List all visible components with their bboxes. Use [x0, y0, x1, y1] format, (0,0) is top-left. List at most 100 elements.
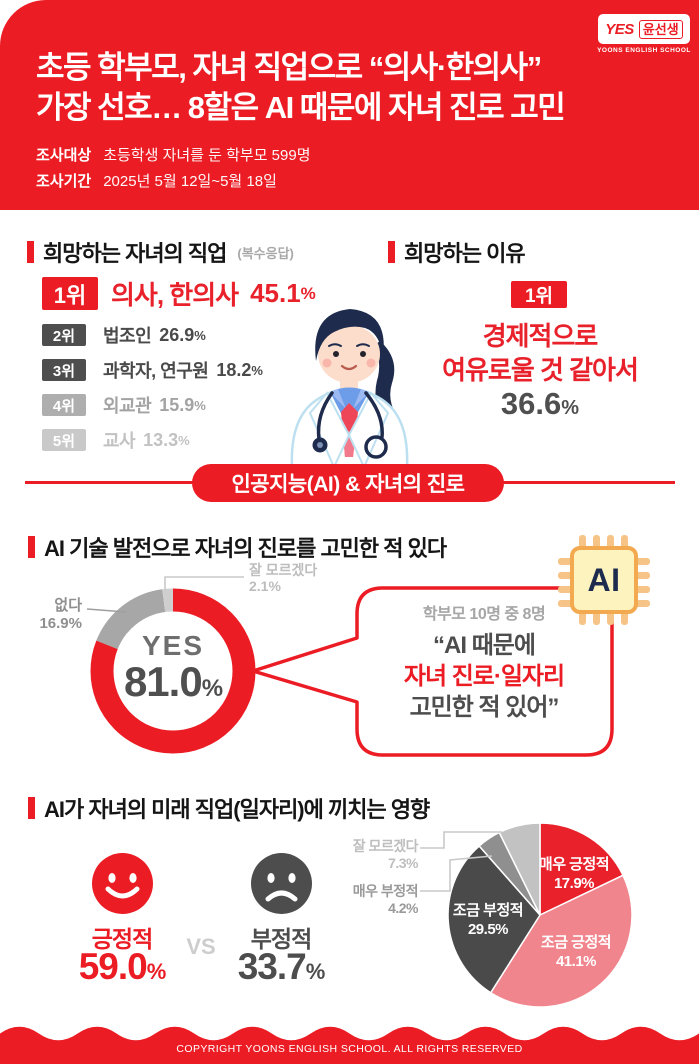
- rank-4-value: 15.9: [159, 394, 195, 415]
- pie-label-dontknow-value: 7.3%: [388, 855, 418, 871]
- ai-topic-banner: 인공지능(AI) & 자녀의 진로: [192, 464, 504, 502]
- donut-label-no: 없다 16.9%: [14, 597, 82, 633]
- worry-donut-chart: [86, 535, 650, 757]
- survey-target-value: 초등학생 자녀를 둔 학부모 599명: [103, 147, 311, 164]
- rank-5-label: 교사: [103, 431, 136, 451]
- survey-period-value: 2025년 5월 12일~5월 18일: [103, 173, 277, 190]
- rank-5-badge: 5위: [42, 429, 86, 451]
- impact-section-heading: AI가 자녀의 미래 직업(일자리)에 끼치는 영향: [28, 792, 430, 824]
- pie-label-somewhat-positive-name: 조금 긍정적: [540, 934, 612, 951]
- heading-accent-bar: [27, 241, 34, 263]
- donut-label-no-value: 16.9%: [39, 615, 82, 632]
- pie-label-very-negative-value: 4.2%: [388, 900, 418, 916]
- reason-value: 36.6%: [385, 386, 695, 422]
- reason-value-unit: %: [561, 397, 580, 419]
- donut-center-unit: %: [201, 675, 223, 702]
- heading-accent-bar: [28, 536, 35, 558]
- worry-section-title: AI 기술 발전으로 자녀의 진로를 고민한 적 있다: [44, 536, 447, 561]
- rank-3-unit: %: [251, 362, 263, 378]
- sad-face-icon: [251, 853, 312, 914]
- rank-3-label: 과학자, 연구원: [103, 361, 209, 381]
- negative-value: 33.7%: [220, 946, 342, 988]
- pie-label-very-positive: 매우 긍정적 17.9%: [518, 855, 630, 893]
- reason-section-title: 희망하는 이유: [404, 241, 526, 266]
- rank-1-value: 45.1: [250, 278, 301, 308]
- donut-center-value: 81.0%: [103, 658, 243, 706]
- rank-4-row: 4위 외교관 15.9 %: [42, 392, 206, 418]
- pie-label-very-positive-name: 매우 긍정적: [538, 856, 610, 873]
- negative-unit: %: [305, 959, 326, 984]
- pie-label-very-negative: 매우 부정적 4.2%: [336, 883, 419, 917]
- rank-3-badge: 3위: [42, 359, 86, 381]
- donut-label-dontknow-name: 잘 모르겠다: [249, 562, 318, 578]
- rank-5-unit: %: [178, 432, 190, 448]
- reason-rank-badge: 1위: [511, 281, 567, 308]
- bubble-line2: 자녀 진로·일자리: [403, 663, 565, 690]
- jobs-section-note: (복수응답): [237, 245, 294, 261]
- rank-3-value: 18.2: [216, 359, 252, 380]
- header-banner: [0, 0, 699, 210]
- rank-1-unit: %: [300, 283, 316, 303]
- reason-section-heading: 희망하는 이유: [388, 236, 526, 268]
- bubble-line3: 고민한 적 있어”: [409, 694, 560, 721]
- page-title-line1: 초등 학부모, 자녀 직업으로 “의사·한의사”: [36, 50, 542, 85]
- rank-1-badge: 1위: [42, 277, 98, 310]
- pie-label-somewhat-negative-value: 29.5%: [467, 921, 509, 938]
- reason-line2: 여유로울 것 같아서: [442, 355, 639, 385]
- reason-value-number: 36.6: [500, 386, 562, 421]
- survey-target-label: 조사대상: [36, 147, 92, 164]
- rank-2-label: 법조인: [103, 326, 152, 346]
- rank-2-row: 2위 법조인 26.9 %: [42, 322, 206, 348]
- jobs-section-heading: 희망하는 자녀의 직업 (복수응답): [27, 236, 294, 268]
- rank-2-badge: 2위: [42, 324, 86, 346]
- bubble-subtitle: 학부모 10명 중 8명: [422, 606, 546, 623]
- doctor-illustration: [290, 309, 409, 467]
- donut-label-dontknow: 잘 모르겠다 2.1%: [249, 562, 317, 594]
- pie-leader-lines: [420, 831, 502, 892]
- pie-label-somewhat-negative: 조금 부정적 29.5%: [432, 901, 544, 939]
- rank-4-unit: %: [194, 397, 206, 413]
- vs-label: VS: [186, 934, 216, 959]
- rank-2-value: 26.9: [159, 324, 195, 345]
- logo-school-name: YOONS ENGLISH SCHOOL: [597, 47, 691, 54]
- bubble-line1: “AI 때문에: [433, 632, 536, 659]
- rank-5-row: 5위 교사 13.3 %: [42, 427, 190, 453]
- logo-yes-mark: YES: [605, 20, 634, 38]
- negative-label: 부정적: [250, 926, 312, 952]
- donut-center-number: 81.0: [123, 658, 203, 705]
- copyright-text: COPYRIGHT YOONS ENGLISH SCHOOL. ALL RIGH…: [176, 1043, 523, 1055]
- worry-section-heading: AI 기술 발전으로 자녀의 진로를 고민한 적 있다: [28, 531, 447, 563]
- donut-label-no-name: 없다: [54, 597, 82, 614]
- positive-value: 59.0%: [61, 946, 183, 988]
- reason-line1: 경제적으로: [482, 321, 599, 351]
- rank-4-badge: 4위: [42, 394, 86, 416]
- rank-1-label: 의사, 한의사: [111, 280, 239, 310]
- rank-3-row: 3위 과학자, 연구원 18.2 %: [42, 357, 263, 383]
- survey-period-row: 조사기간 2025년 5월 12일~5월 18일: [36, 170, 277, 191]
- heading-accent-bar: [28, 797, 35, 819]
- pie-label-somewhat-positive-value: 41.1%: [555, 953, 597, 970]
- logo-brand-name: 윤선생: [638, 19, 683, 39]
- rank-2-unit: %: [194, 327, 206, 343]
- pie-label-somewhat-positive: 조금 긍정적 41.1%: [520, 933, 632, 971]
- page-title: 초등 학부모, 자녀 직업으로 “의사·한의사” 가장 선호… 8할은 AI 때…: [36, 48, 676, 128]
- rank-5-value: 13.3: [143, 429, 179, 450]
- negative-number: 33.7: [237, 946, 307, 987]
- positive-number: 59.0: [78, 946, 148, 987]
- rank-4-label: 외교관: [103, 396, 152, 416]
- ai-chip-label: AI: [587, 561, 621, 598]
- impact-pie-chart: [448, 823, 632, 1007]
- footer-wave: [0, 1026, 699, 1064]
- pie-label-dontknow: 잘 모르겠다 7.3%: [336, 838, 419, 872]
- impact-section-title: AI가 자녀의 미래 직업(일자리)에 끼치는 영향: [44, 797, 430, 822]
- donut-label-dontknow-value: 2.1%: [249, 578, 281, 594]
- page-title-line2: 가장 선호… 8할은 AI 때문에 자녀 진로 고민: [36, 90, 566, 125]
- positive-unit: %: [146, 959, 167, 984]
- heading-accent-bar: [388, 241, 395, 263]
- ai-chip-icon: [558, 535, 650, 625]
- pie-label-very-negative-name: 매우 부정적: [352, 883, 419, 899]
- happy-face-icon: [92, 853, 153, 914]
- speech-bubble-text: 학부모 10명 중 8명 “AI 때문에 자녀 진로·일자리 고민한 적 있어”: [362, 600, 606, 723]
- positive-label: 긍정적: [91, 926, 153, 952]
